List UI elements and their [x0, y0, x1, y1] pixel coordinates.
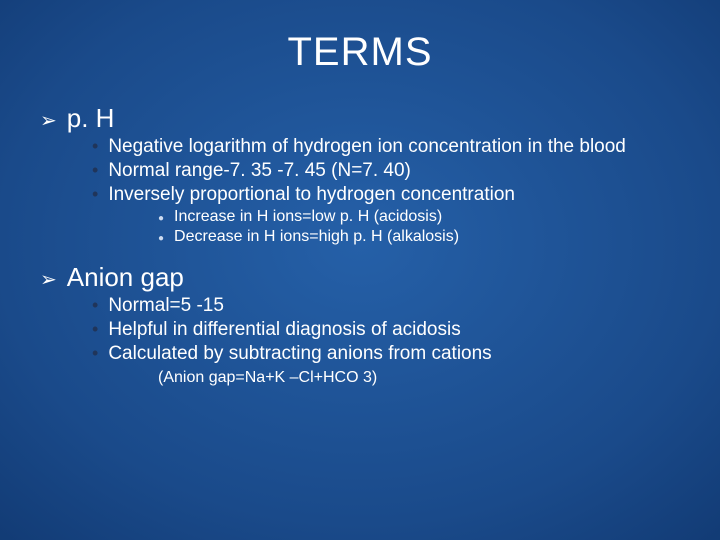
bullet-item: • Normal=5 -15 — [92, 295, 680, 317]
spacer — [40, 248, 680, 258]
sub-bullet-icon: ● — [158, 232, 164, 246]
section-heading-text: Anion gap — [67, 262, 184, 293]
bullet-item: • Helpful in differential diagnosis of a… — [92, 319, 680, 341]
bullet-item: • Normal range-7. 35 -7. 45 (N=7. 40) — [92, 160, 680, 182]
bullet-text: Normal=5 -15 — [108, 295, 224, 317]
bullet-icon: • — [92, 344, 98, 362]
chevron-icon: ➢ — [40, 108, 57, 133]
sub-bullet-text: Increase in H ions=low p. H (acidosis) — [174, 208, 442, 226]
bullet-text: Calculated by subtracting anions from ca… — [108, 343, 491, 365]
bullet-item: • Calculated by subtracting anions from … — [92, 343, 680, 365]
section-heading: ➢ p. H — [40, 103, 680, 134]
bullet-icon: • — [92, 161, 98, 179]
section-heading-text: p. H — [67, 103, 115, 134]
sub-bullet-text: Decrease in H ions=high p. H (alkalosis) — [174, 228, 459, 246]
bullet-item: • Inversely proportional to hydrogen con… — [92, 184, 680, 206]
bullet-text: Negative logarithm of hydrogen ion conce… — [108, 136, 626, 158]
formula-text: (Anion gap=Na+K –Cl+HCO 3) — [158, 369, 680, 387]
bullet-icon: • — [92, 185, 98, 203]
bullet-icon: • — [92, 137, 98, 155]
slide: TERMS ➢ p. H • Negative logarithm of hyd… — [0, 0, 720, 540]
bullet-item: • Negative logarithm of hydrogen ion con… — [92, 136, 680, 158]
chevron-icon: ➢ — [40, 267, 57, 292]
slide-title: TERMS — [40, 30, 680, 75]
sub-bullet-item: ● Decrease in H ions=high p. H (alkalosi… — [158, 228, 680, 246]
sub-bullet-item: ● Increase in H ions=low p. H (acidosis) — [158, 208, 680, 226]
section-heading: ➢ Anion gap — [40, 262, 680, 293]
bullet-icon: • — [92, 320, 98, 338]
bullet-icon: • — [92, 296, 98, 314]
bullet-text: Inversely proportional to hydrogen conce… — [108, 184, 515, 206]
sub-bullet-icon: ● — [158, 212, 164, 226]
bullet-text: Helpful in differential diagnosis of aci… — [108, 319, 460, 341]
bullet-text: Normal range-7. 35 -7. 45 (N=7. 40) — [108, 160, 411, 182]
